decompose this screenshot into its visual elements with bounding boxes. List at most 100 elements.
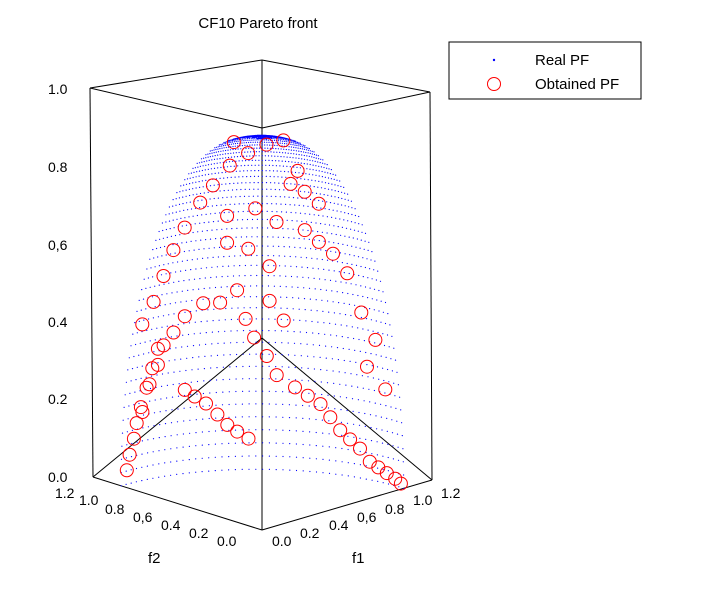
real-pf-point [246, 227, 248, 229]
real-pf-point [133, 404, 135, 406]
real-pf-point [192, 345, 195, 347]
real-pf-point [294, 171, 297, 174]
real-pf-point [322, 310, 324, 312]
real-pf-point [251, 227, 253, 229]
real-pf-point [295, 469, 298, 472]
real-pf-point [295, 256, 297, 258]
real-pf-point [255, 403, 257, 405]
real-pf-point [211, 205, 213, 207]
real-pf-point [165, 214, 167, 216]
real-pf-point [225, 296, 227, 299]
real-pf-point [162, 229, 164, 232]
real-pf-point [165, 228, 167, 231]
real-pf-point [290, 146, 292, 148]
real-pf-point [190, 394, 192, 396]
real-pf-point [389, 324, 391, 326]
real-pf-point [307, 205, 309, 207]
real-pf-point [195, 240, 197, 242]
real-pf-point [319, 193, 321, 195]
f2-tick-label: 1.2 [55, 485, 75, 501]
real-pf-point [230, 141, 232, 143]
real-pf-point [222, 265, 224, 267]
real-pf-point [256, 137, 258, 139]
real-pf-point [127, 418, 129, 420]
f1-tick-label: 0.4 [329, 517, 349, 533]
real-pf-point [275, 366, 277, 368]
real-pf-point [167, 263, 169, 265]
real-pf-point [290, 143, 292, 145]
real-pf-point [341, 204, 343, 206]
real-pf-point [351, 398, 354, 400]
real-pf-point [272, 164, 274, 167]
real-pf-point [284, 139, 286, 141]
real-pf-point [223, 212, 225, 214]
real-pf-point [208, 159, 210, 161]
real-pf-point [168, 220, 171, 222]
real-pf-point [359, 450, 361, 453]
real-pf-point [256, 285, 258, 287]
real-pf-point [206, 320, 208, 322]
real-pf-point [168, 360, 170, 362]
real-pf-point [292, 144, 294, 146]
real-pf-point [247, 136, 249, 138]
real-pf-point [190, 269, 192, 271]
real-pf-point [213, 308, 215, 310]
real-pf-point [150, 267, 152, 269]
real-pf-point [222, 157, 224, 159]
real-pf-point [208, 417, 210, 420]
real-pf-point [360, 316, 362, 319]
real-pf-point [265, 182, 268, 184]
real-pf-point [130, 456, 133, 458]
real-pf-point [192, 194, 194, 196]
real-pf-point [251, 136, 254, 138]
real-pf-point [228, 255, 230, 257]
real-pf-point [275, 195, 277, 198]
real-pf-point [293, 237, 295, 239]
real-pf-point [282, 228, 284, 230]
real-pf-point [388, 346, 390, 348]
real-pf-point [205, 154, 207, 156]
real-pf-point [299, 147, 301, 150]
real-pf-point [261, 202, 263, 205]
real-pf-point [347, 199, 349, 201]
real-pf-point [398, 486, 400, 488]
real-pf-point [199, 278, 201, 280]
real-pf-point [357, 399, 359, 401]
real-pf-point [279, 196, 281, 198]
real-pf-point [313, 151, 315, 153]
real-pf-point [305, 147, 307, 149]
real-pf-point [121, 445, 123, 447]
obtained-pf-point [126, 431, 141, 446]
obtained-pf-point [135, 405, 150, 419]
real-pf-point [365, 351, 367, 354]
real-pf-point [299, 167, 301, 169]
real-pf-point [293, 146, 295, 148]
real-pf-point [127, 369, 129, 371]
real-pf-point [306, 159, 308, 161]
real-pf-point [214, 456, 216, 458]
real-pf-point [328, 241, 330, 243]
real-pf-point [321, 393, 323, 396]
real-pf-point [340, 409, 342, 411]
real-pf-point [365, 478, 367, 480]
real-pf-point [192, 289, 194, 291]
real-pf-point [293, 166, 295, 168]
real-pf-point [320, 288, 322, 291]
real-pf-point [268, 429, 270, 431]
real-pf-point [170, 422, 173, 424]
real-pf-point [205, 332, 207, 334]
real-pf-point [293, 153, 295, 155]
box-edge [92, 337, 263, 478]
real-pf-point [365, 438, 367, 440]
real-pf-point [347, 292, 349, 295]
real-pf-point [262, 442, 264, 444]
obtained-pf-point [354, 305, 369, 320]
real-pf-point [298, 157, 300, 159]
real-pf-point [350, 221, 353, 223]
real-pf-point [374, 260, 376, 262]
obtained-pf-point [276, 313, 291, 328]
real-pf-point [255, 442, 257, 444]
real-pf-point [344, 198, 346, 200]
real-pf-point [154, 339, 156, 341]
real-pf-point [336, 347, 339, 349]
